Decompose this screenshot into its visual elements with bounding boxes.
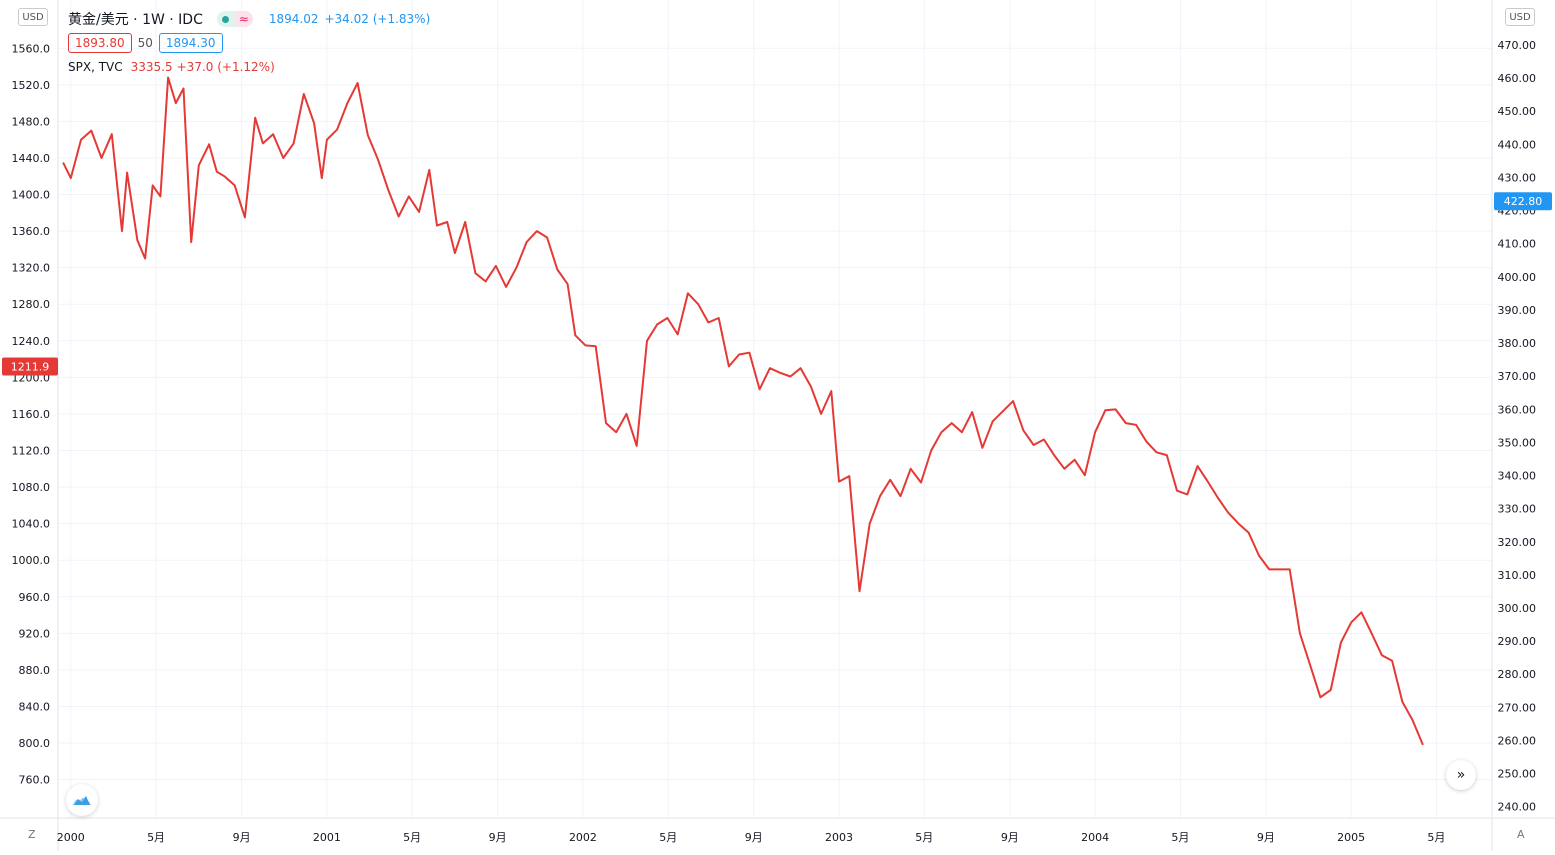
- right-tick-label: 330.00: [1498, 503, 1537, 516]
- left-tick-label: 1440.0: [12, 152, 51, 165]
- left-tick-label: 1000.0: [12, 554, 51, 567]
- right-tick-label: 340.00: [1498, 470, 1537, 483]
- right-tick-label: 390.00: [1498, 304, 1537, 317]
- left-tick-label: 960.0: [19, 591, 51, 604]
- left-tick-label: 920.0: [19, 627, 51, 640]
- left-tick-label: 1040.0: [12, 518, 51, 531]
- left-tick-label: 1560.0: [12, 42, 51, 55]
- plot-area: [58, 0, 1492, 818]
- chart-legend: 黄金/美元 · 1W · IDC ≈ 1894.02 +34.02 (+1.83…: [68, 8, 430, 78]
- right-tick-label: 290.00: [1498, 635, 1537, 648]
- left-tick-label: 1120.0: [12, 445, 51, 458]
- last-value-labels: 1211.9 422.80: [2, 192, 1552, 376]
- x-tick-label: 2002: [569, 831, 597, 844]
- legend-main-row: 黄金/美元 · 1W · IDC ≈ 1894.02 +34.02 (+1.83…: [68, 8, 430, 30]
- right-tick-label: 370.00: [1498, 370, 1537, 383]
- left-tick-label: 1400.0: [12, 189, 51, 202]
- right-tick-label: 320.00: [1498, 536, 1537, 549]
- series-layer: [62, 76, 1424, 746]
- right-tick-label: 260.00: [1498, 734, 1537, 747]
- right-last-value-text: 422.80: [1504, 195, 1543, 208]
- x-tick-label: 9月: [745, 831, 763, 844]
- right-tick-label: 280.00: [1498, 668, 1537, 681]
- x-tick-label: 2003: [825, 831, 853, 844]
- right-tick-label: 440.00: [1498, 138, 1537, 151]
- left-tick-label: 1080.0: [12, 481, 51, 494]
- left-tick-label: 1240.0: [12, 335, 51, 348]
- right-tick-label: 250.00: [1498, 768, 1537, 781]
- left-tick-label: 1360.0: [12, 225, 51, 238]
- left-tick-label: 1480.0: [12, 115, 51, 128]
- compare-price: 3335.5: [130, 60, 173, 74]
- spread-value: 50: [137, 36, 153, 50]
- x-tick-label: 9月: [1001, 831, 1019, 844]
- compare-change: +37.0 (+1.12%): [176, 60, 275, 74]
- left-currency-label[interactable]: USD: [18, 8, 48, 26]
- legend-compare-row: SPX, TVC 3335.5 +37.0 (+1.12%): [68, 56, 430, 78]
- left-tick-label: 840.0: [19, 700, 51, 713]
- x-tick-label: 5月: [1171, 831, 1189, 844]
- left-tick-label: 1520.0: [12, 79, 51, 92]
- left-tick-label: 800.0: [19, 737, 51, 750]
- right-tick-label: 270.00: [1498, 701, 1537, 714]
- x-tick-label: 9月: [233, 831, 251, 844]
- wave-icon[interactable]: ≈: [234, 11, 253, 27]
- symbol-title[interactable]: 黄金/美元 · 1W · IDC: [68, 12, 203, 28]
- x-tick-label: 2001: [313, 831, 341, 844]
- right-tick-label: 470.00: [1498, 39, 1537, 52]
- market-status-icon[interactable]: [216, 11, 235, 27]
- x-tick-label: 2005: [1337, 831, 1365, 844]
- right-tick-label: 410.00: [1498, 238, 1537, 251]
- right-tick-label: 310.00: [1498, 569, 1537, 582]
- left-last-value-text: 1211.9: [11, 360, 50, 373]
- x-tick-label: 5月: [147, 831, 165, 844]
- legend-trade-row: 1893.80 50 1894.30: [68, 32, 430, 54]
- x-tick-label: 9月: [1257, 831, 1275, 844]
- series-line-spx: [62, 76, 1424, 746]
- right-tick-label: 380.00: [1498, 337, 1537, 350]
- auto-scale-toggle[interactable]: A: [1517, 828, 1525, 841]
- time-axis: 2000 5月 9月 2001 5月 9月 2002 5月 9月 2003 5月 9月 2004 5月 9月…: [57, 831, 1446, 844]
- right-currency-label[interactable]: USD: [1505, 8, 1535, 26]
- left-tick-label: 880.0: [19, 664, 51, 677]
- status-dot-icon: [222, 15, 230, 23]
- right-last-value-badge: [1494, 192, 1552, 211]
- right-tick-label: 350.00: [1498, 436, 1537, 449]
- sell-button[interactable]: 1893.80: [68, 33, 132, 53]
- buy-button[interactable]: 1894.30: [158, 33, 223, 53]
- scroll-to-realtime-button[interactable]: »: [1446, 760, 1476, 790]
- right-tick-label: 450.00: [1498, 105, 1537, 118]
- left-price-axis: 760.0 800.0 840.0 880.0 920.0 960.0 1000.0 1040…: [12, 42, 51, 786]
- left-tick-label: 1320.0: [12, 262, 51, 275]
- right-tick-label: 460.00: [1498, 72, 1537, 85]
- x-tick-label: 5月: [659, 831, 677, 844]
- gold-change: +34.02 (+1.83%): [324, 12, 431, 26]
- left-tick-label: 1160.0: [12, 408, 51, 421]
- right-tick-label: 300.00: [1498, 602, 1537, 615]
- right-tick-label: 400.00: [1498, 271, 1537, 284]
- right-price-axis: 240.00 250.00 260.00 270.00 280.00 290.00 300.…: [1498, 39, 1537, 814]
- x-tick-label: 5月: [1427, 831, 1445, 844]
- left-tick-label: 760.0: [19, 774, 51, 787]
- x-tick-label: 5月: [403, 831, 421, 844]
- right-tick-label: 430.00: [1498, 171, 1537, 184]
- x-tick-label: 2000: [57, 831, 85, 844]
- left-tick-label: 1280.0: [12, 298, 51, 311]
- x-tick-label: 2004: [1081, 831, 1109, 844]
- compare-symbol-name[interactable]: SPX, TVC: [68, 60, 123, 74]
- left-last-value-badge: [2, 357, 58, 376]
- timezone-toggle[interactable]: Z: [28, 828, 36, 841]
- x-tick-label: 5月: [915, 831, 933, 844]
- logo-cloud-icon: [73, 796, 91, 805]
- x-tick-label: 9月: [489, 831, 507, 844]
- gold-price: 1894.02: [268, 12, 319, 26]
- double-chevron-right-icon: »: [1456, 767, 1466, 783]
- right-tick-label: 360.00: [1498, 403, 1537, 416]
- right-tick-label: 240.00: [1498, 801, 1537, 814]
- tradingview-logo-icon[interactable]: [66, 784, 98, 816]
